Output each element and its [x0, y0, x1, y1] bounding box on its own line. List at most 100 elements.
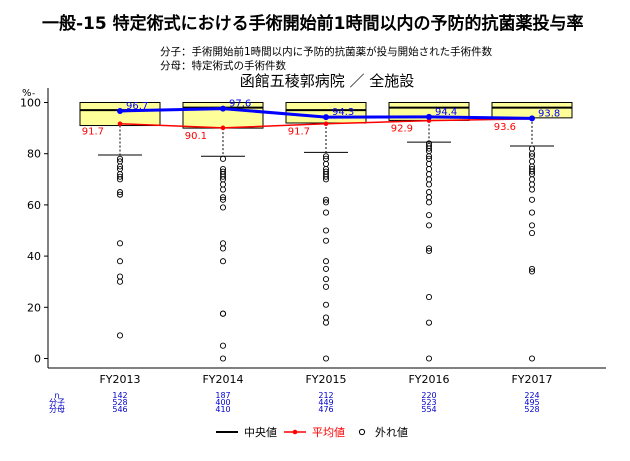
outlier-point: [322, 160, 330, 167]
legend-mean-marker: [292, 429, 298, 435]
outlier-point: [425, 181, 433, 188]
x-tick-label: FY2016: [408, 373, 449, 386]
count-value: 554: [421, 405, 436, 414]
outlier-point: [116, 240, 124, 247]
outlier-point: [528, 355, 536, 362]
legend-outlier-label: 外れ値: [375, 426, 408, 439]
outlier-point: [116, 191, 124, 198]
outlier-point: [528, 168, 536, 175]
outlier-point: [116, 173, 124, 180]
hospital-data-label: 93.8: [538, 108, 560, 119]
x-tick-label: FY2015: [305, 373, 346, 386]
count-value: 546: [112, 405, 127, 414]
count-value: 187: [215, 391, 230, 400]
outlier-point: [322, 276, 330, 283]
outlier-point: [116, 163, 124, 170]
outlier-point: [219, 355, 227, 362]
outlier-point: [116, 273, 124, 280]
outlier-point: [425, 176, 433, 183]
outlier-point: [425, 319, 433, 326]
outlier-point: [322, 265, 330, 272]
outlier-point: [219, 342, 227, 349]
hospital-point: [117, 107, 123, 114]
outlier-point: [425, 247, 433, 255]
outlier-point: [425, 160, 433, 167]
outlier-point: [116, 176, 124, 183]
outlier-point: [425, 245, 433, 252]
outlier-point: [219, 194, 227, 201]
outlier-point: [528, 268, 536, 275]
y-tick-label: 0: [34, 353, 41, 366]
legend-outlier-marker: [358, 428, 366, 436]
outlier-point: [425, 212, 433, 219]
count-row-label: 分母: [49, 405, 65, 414]
outlier-point: [322, 153, 330, 160]
count-value: 400: [215, 398, 230, 407]
outlier-point: [322, 258, 330, 265]
mean-data-label: 92.9: [391, 124, 413, 135]
hospital-data-label: 94.3: [332, 107, 354, 118]
outlier-point: [425, 199, 433, 206]
outlier-point: [322, 237, 330, 244]
count-value: 528: [524, 405, 539, 414]
count-value: 476: [318, 405, 333, 414]
outlier-point: [219, 245, 227, 252]
outlier-point: [116, 155, 124, 162]
outlier-point: [219, 310, 227, 317]
outlier-point: [322, 209, 330, 216]
outlier-point: [322, 301, 330, 308]
y-tick-label: 100: [20, 97, 41, 110]
chart-subtitle: 函館五稜郭病院 ／ 全施設: [240, 72, 415, 90]
outlier-point: [219, 186, 227, 193]
mean-data-label: 91.7: [288, 127, 310, 138]
outlier-point: [322, 199, 330, 206]
y-tick-label: 60: [27, 199, 41, 212]
outlier-point: [116, 332, 124, 339]
hospital-point: [426, 113, 432, 120]
outlier-point: [322, 355, 330, 362]
x-tick-label: FY2017: [511, 373, 552, 386]
count-value: 220: [421, 391, 436, 400]
outlier-point: [425, 222, 433, 229]
outlier-point: [322, 196, 330, 203]
y-tick-label: 40: [27, 250, 41, 263]
count-value: 142: [112, 391, 127, 400]
y-tick-label: 80: [27, 148, 41, 161]
outlier-point: [528, 150, 536, 157]
outlier-point: [528, 176, 536, 183]
outlier-point: [219, 204, 227, 211]
hospital-data-label: 97.6: [229, 99, 251, 110]
outlier-point: [116, 278, 124, 285]
outlier-point: [425, 294, 433, 301]
count-value: 528: [112, 398, 127, 407]
outlier-point: [322, 173, 330, 180]
outlier-point: [322, 283, 330, 290]
outlier-point: [528, 145, 536, 152]
hospital-point: [220, 105, 226, 112]
outlier-point: [528, 181, 536, 188]
count-value: 224: [524, 391, 539, 400]
outlier-point: [219, 173, 227, 180]
outlier-point: [322, 227, 330, 234]
y-axis-label: %: [22, 88, 32, 99]
outlier-point: [219, 258, 227, 265]
outlier-point: [219, 155, 227, 162]
outlier-point: [425, 153, 433, 160]
outlier-point: [425, 145, 433, 152]
outlier-point: [116, 258, 124, 265]
outlier-point: [425, 166, 433, 173]
outlier-point: [528, 222, 536, 229]
y-axis-label-dash: -: [32, 89, 35, 99]
outlier-point: [322, 319, 330, 326]
numerator-definition: 分子：手術開始前1時間以内に予防的抗菌薬が投与開始された手術件数: [160, 46, 493, 58]
outlier-point: [425, 194, 433, 201]
count-value: 523: [421, 398, 436, 407]
outlier-point: [425, 355, 433, 362]
x-tick-label: FY2013: [99, 373, 140, 386]
outlier-point: [425, 171, 433, 178]
outlier-point: [425, 189, 433, 196]
outlier-point: [219, 240, 227, 247]
outlier-point: [322, 176, 330, 183]
outlier-point: [116, 189, 124, 196]
